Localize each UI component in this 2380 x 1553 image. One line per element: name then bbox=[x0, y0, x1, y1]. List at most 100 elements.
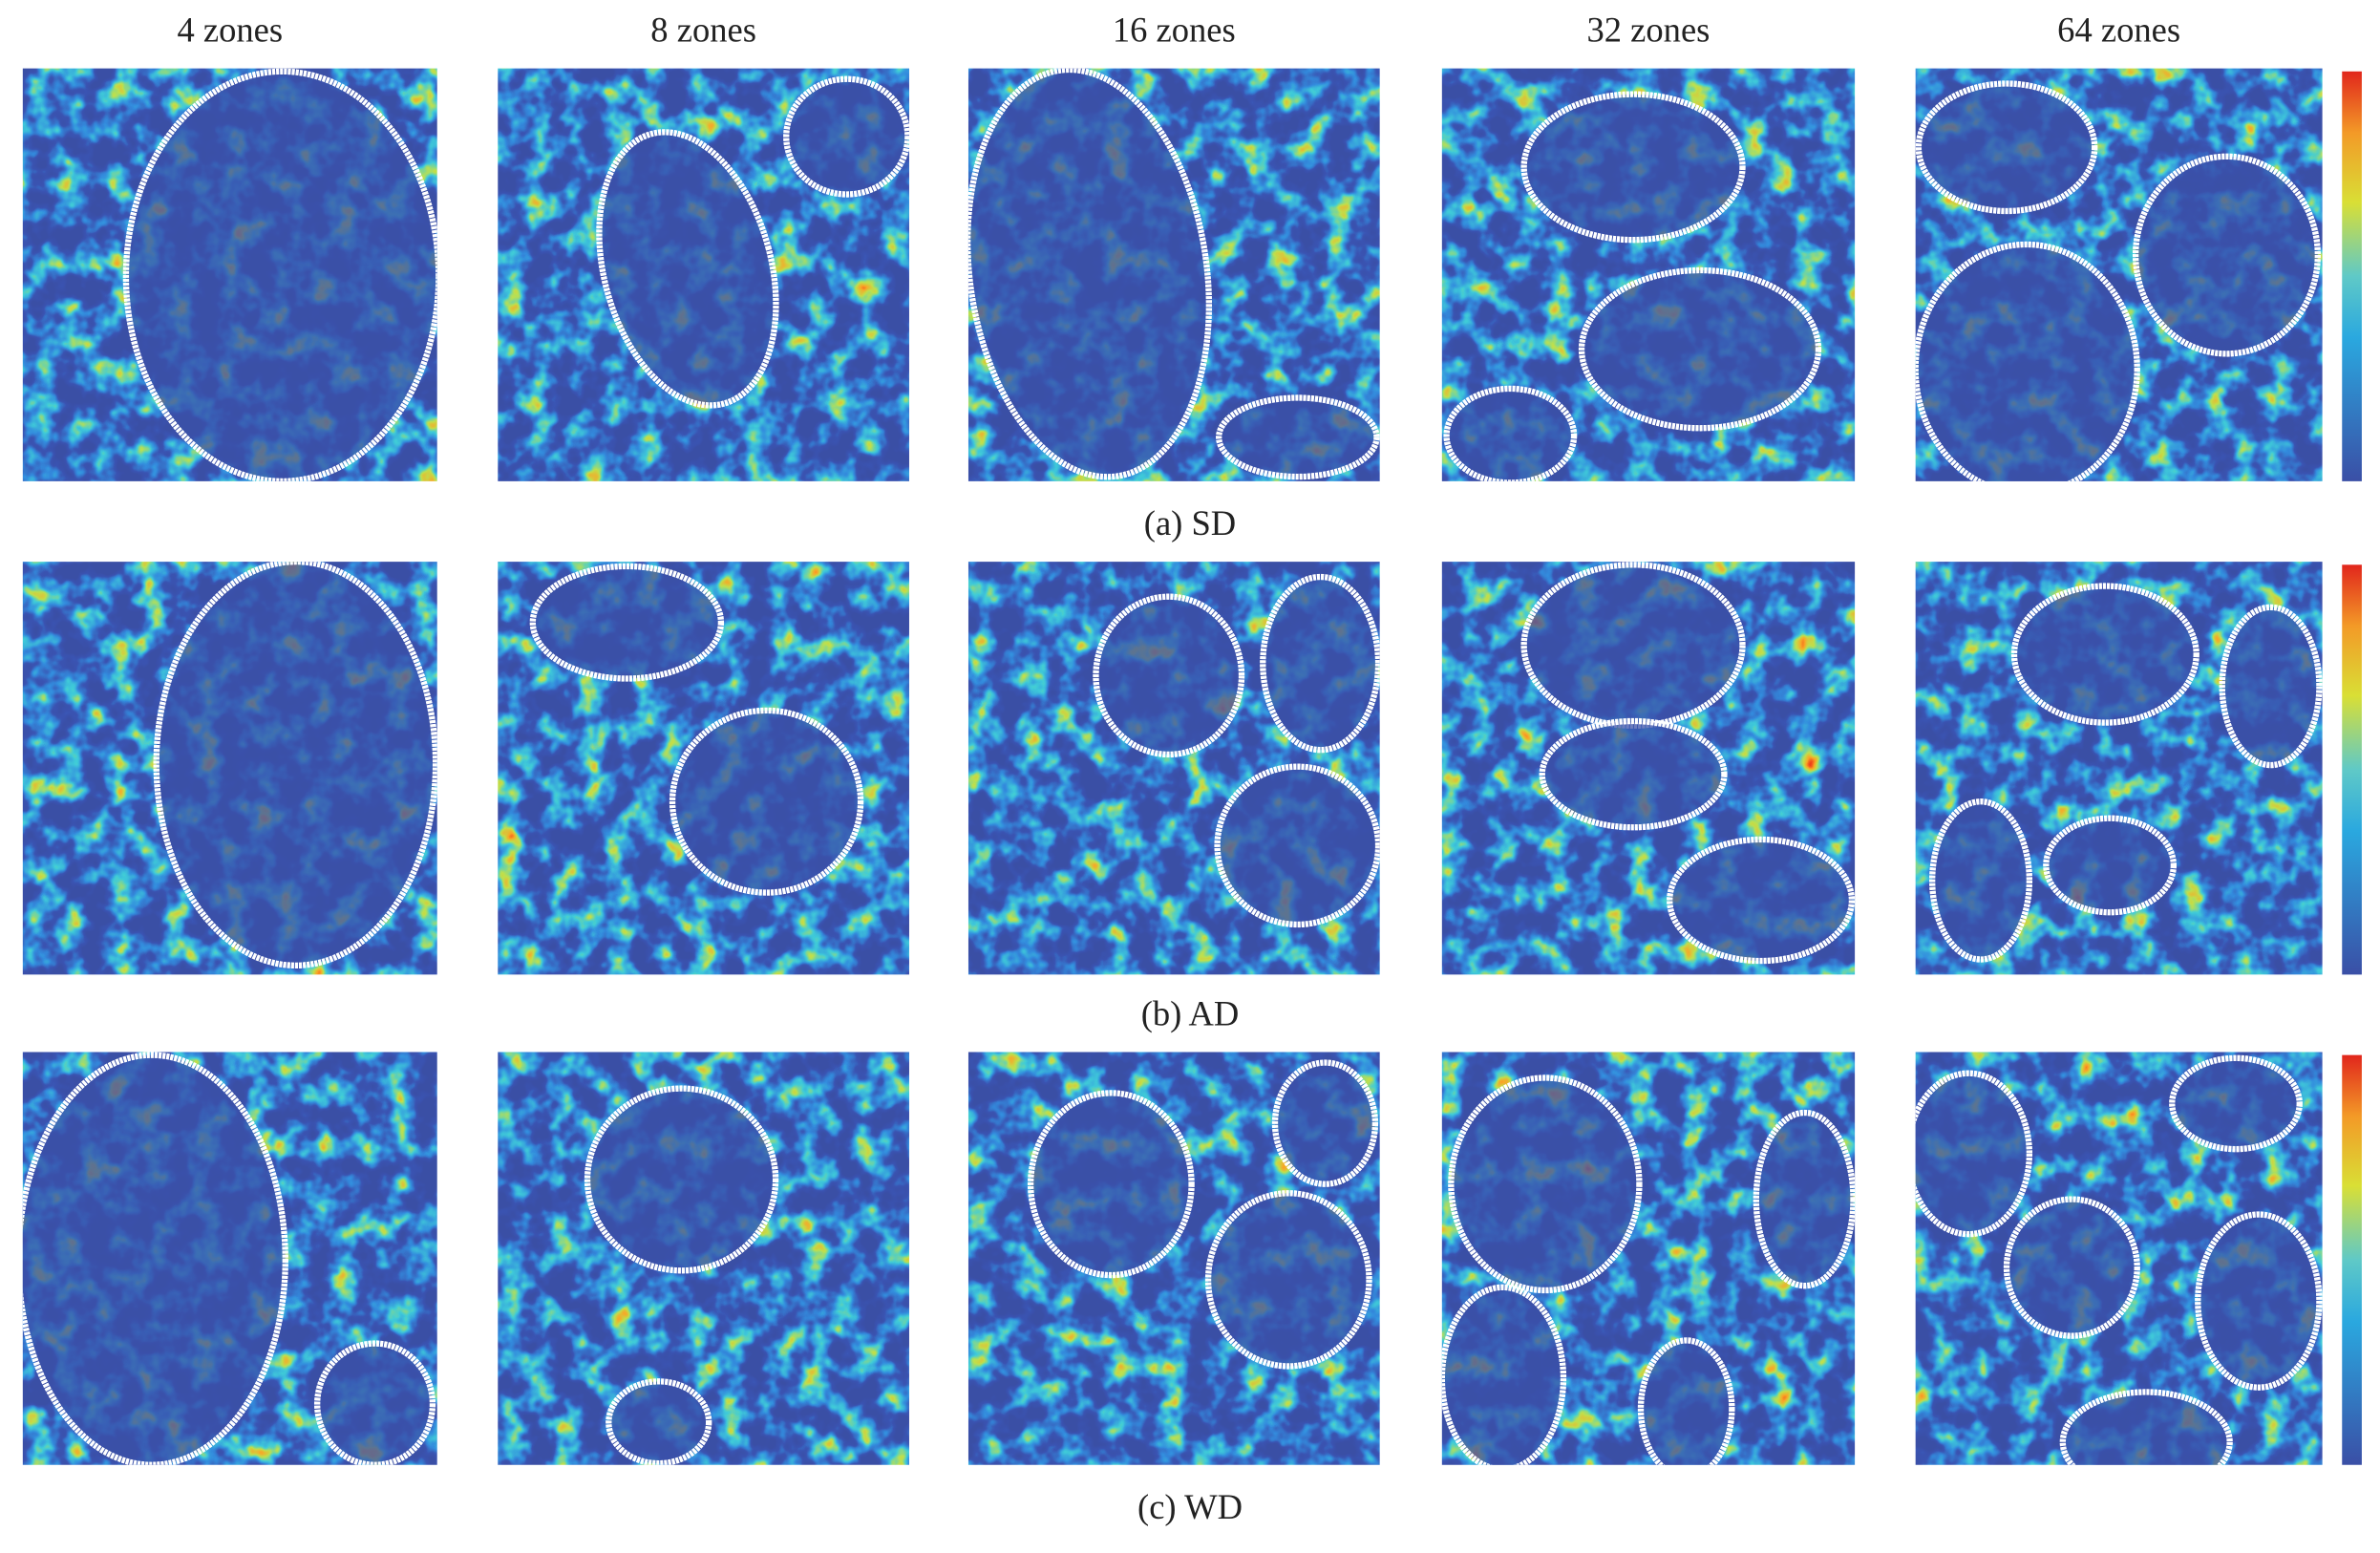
zone-outline bbox=[1520, 91, 1746, 244]
zone-ellipse bbox=[2013, 585, 2197, 723]
zone-outline bbox=[596, 129, 779, 409]
zone-ellipse bbox=[1208, 1193, 1370, 1367]
zone-outline bbox=[2219, 604, 2323, 769]
zone-outline bbox=[783, 75, 909, 198]
heatmap-panel bbox=[1441, 562, 1856, 975]
zone-outline bbox=[153, 562, 437, 968]
heatmap-panel bbox=[1441, 1052, 1856, 1465]
colorbar bbox=[2342, 564, 2362, 975]
column-title: 8 zones bbox=[650, 10, 756, 49]
zone-ellipse bbox=[125, 71, 437, 481]
zone-ellipse bbox=[1641, 1340, 1732, 1465]
zone-ellipse bbox=[1219, 397, 1377, 478]
zone-outline bbox=[2132, 153, 2322, 357]
colorbar bbox=[2342, 71, 2362, 481]
heatmap-panel bbox=[967, 1052, 1380, 1465]
zone-outline bbox=[1448, 1074, 1643, 1294]
zone-ellipse bbox=[1217, 766, 1379, 925]
zone-ellipse bbox=[608, 1381, 710, 1464]
zone-outline bbox=[584, 1085, 779, 1274]
zone-outline bbox=[2010, 583, 2199, 726]
zone-outline bbox=[1520, 562, 1746, 729]
column-title: 64 zones bbox=[2057, 10, 2180, 49]
zone-outline bbox=[1216, 394, 1380, 480]
zone-outline bbox=[1093, 593, 1245, 758]
heatmap-panel bbox=[1441, 68, 1856, 481]
zone-outline bbox=[1915, 80, 2098, 215]
zone-ellipse bbox=[672, 710, 861, 893]
zone-outline bbox=[2195, 1211, 2323, 1391]
heatmap-panel bbox=[22, 68, 437, 481]
heatmap-panel bbox=[967, 562, 1380, 975]
zone-outline bbox=[1204, 1190, 1372, 1370]
zone-ellipse bbox=[1932, 801, 2029, 960]
zone-outline bbox=[314, 1340, 436, 1465]
zone-ellipse bbox=[1915, 1073, 2029, 1235]
zone-outline bbox=[1443, 385, 1578, 481]
heatmap-panel bbox=[967, 68, 1380, 481]
zone-outline bbox=[1027, 1090, 1195, 1279]
zone-ellipse bbox=[2007, 1199, 2137, 1336]
zone-outline bbox=[1915, 1070, 2033, 1238]
zone-ellipse bbox=[1755, 1113, 1854, 1287]
zone-ellipse bbox=[1523, 94, 1743, 241]
heatmap-panel bbox=[498, 68, 909, 481]
zone-ellipse bbox=[1275, 1062, 1375, 1184]
labels: (a) SD (b) AD (c) WD 4 zones 8 zones 16 zones… bbox=[177, 10, 2180, 1525]
zone-outline bbox=[606, 1378, 712, 1465]
zone-ellipse bbox=[317, 1343, 433, 1465]
zone-outline bbox=[529, 563, 725, 682]
zone-ellipse bbox=[2221, 606, 2320, 766]
zone-outline bbox=[1667, 836, 1856, 965]
zone-ellipse bbox=[156, 562, 436, 966]
zone-ellipse bbox=[1441, 1287, 1563, 1465]
zone-outline bbox=[1915, 241, 2140, 481]
column-title: 4 zones bbox=[177, 10, 283, 49]
zone-ellipse bbox=[532, 565, 721, 679]
zone-outline bbox=[669, 707, 864, 896]
row-caption: (c) WD bbox=[1137, 1487, 1243, 1526]
zone-ellipse bbox=[599, 132, 776, 406]
zone-ellipse bbox=[2062, 1392, 2230, 1465]
zone-outline bbox=[122, 68, 437, 481]
heatmap-panel bbox=[1915, 1052, 2323, 1465]
zone-ellipse bbox=[22, 1054, 286, 1465]
zone-outline bbox=[2169, 1054, 2303, 1153]
zone-ellipse bbox=[1918, 83, 2095, 211]
zone-ellipse bbox=[1031, 1093, 1192, 1276]
heatmap-panel bbox=[498, 1052, 909, 1465]
heatmap-panel bbox=[1915, 68, 2323, 481]
zone-ellipse bbox=[2198, 1214, 2320, 1388]
heatmap-panel bbox=[1915, 562, 2323, 975]
zone-outline bbox=[2003, 1196, 2140, 1339]
heatmap-panel bbox=[22, 1052, 437, 1465]
column-title: 16 zones bbox=[1113, 10, 1236, 49]
zone-ellipse bbox=[1915, 244, 2137, 481]
zone-ellipse bbox=[2046, 818, 2174, 913]
zone-ellipse bbox=[1446, 388, 1575, 481]
zone-ellipse bbox=[786, 78, 908, 195]
row-caption: (b) AD bbox=[1141, 993, 1240, 1032]
zone-ellipse bbox=[967, 69, 1209, 478]
panels bbox=[22, 68, 2362, 1465]
zone-outline bbox=[1637, 1337, 1735, 1465]
zone-outline bbox=[1928, 798, 2033, 963]
zone-ellipse bbox=[1582, 269, 1818, 429]
column-title: 32 zones bbox=[1587, 10, 1711, 49]
zone-ellipse bbox=[1095, 596, 1243, 755]
zone-ellipse bbox=[1541, 720, 1725, 828]
zone-ellipse bbox=[1451, 1077, 1640, 1290]
heatmap-panel bbox=[498, 562, 909, 975]
zone-outline bbox=[1214, 763, 1380, 928]
zone-outline bbox=[1753, 1109, 1856, 1289]
zone-outline bbox=[2043, 815, 2178, 916]
row-caption: (a) SD bbox=[1144, 503, 1236, 542]
heatmap-panel bbox=[22, 562, 437, 975]
zone-outline bbox=[1578, 266, 1822, 432]
zone-outline bbox=[22, 1052, 288, 1465]
zone-outline bbox=[1271, 1059, 1379, 1187]
zone-outline bbox=[1539, 717, 1728, 831]
zone-outline bbox=[1260, 573, 1380, 754]
